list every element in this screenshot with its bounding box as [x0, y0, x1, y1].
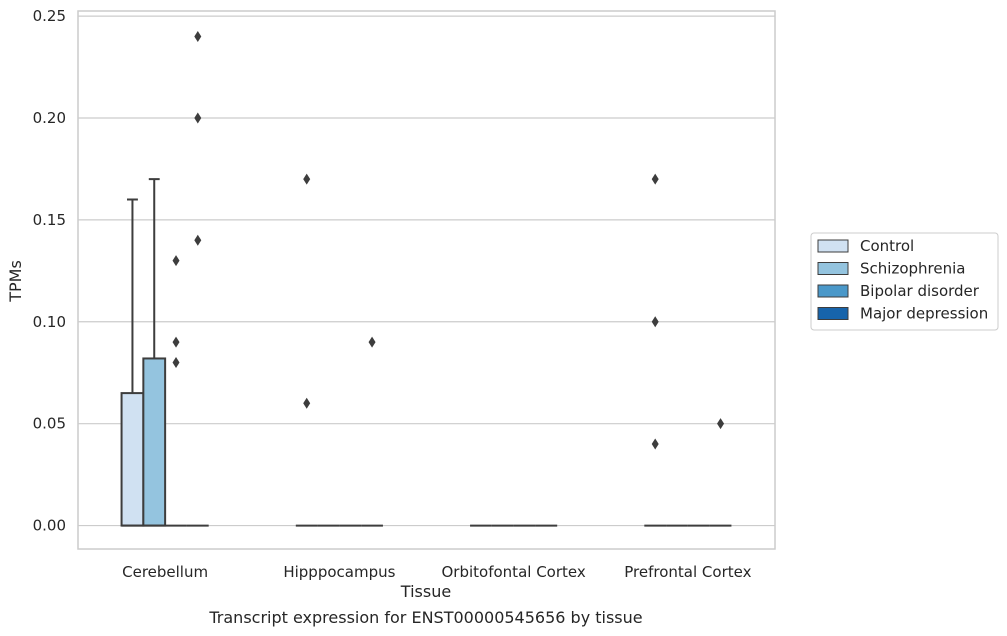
- box-control: [644, 173, 667, 527]
- outlier-point: [651, 173, 659, 185]
- y-axis-ticks: 0.00 0.05 0.10 0.15 0.20 0.25: [33, 7, 66, 534]
- box-major-depression: [186, 30, 209, 527]
- x-tick-label: Cerebellum: [122, 563, 208, 581]
- outlier-point: [172, 336, 180, 348]
- plot-frame: [77, 10, 776, 550]
- x-tick-label: Hipppocampus: [283, 563, 395, 581]
- box-major-depression: [709, 418, 732, 527]
- box-bipolar-disorder: [165, 255, 187, 527]
- box-control: [120, 198, 145, 527]
- y-tick-label: 0.05: [33, 415, 66, 433]
- y-tick-label: 0.00: [33, 517, 66, 535]
- outlier-point: [194, 234, 202, 246]
- box-schizophrenia: [142, 178, 167, 527]
- y-tick-label: 0.20: [33, 109, 66, 127]
- outlier-point: [368, 336, 376, 348]
- outlier-point: [717, 418, 725, 430]
- outlier-point: [303, 397, 311, 409]
- legend-label: Control: [860, 237, 914, 255]
- outlier-point: [651, 316, 659, 328]
- box-body: [120, 392, 145, 527]
- outlier-point: [651, 438, 659, 450]
- x-tick-label: Prefrontal Cortex: [624, 563, 751, 581]
- legend-label: Schizophrenia: [860, 260, 965, 278]
- legend-label: Major depression: [860, 305, 988, 323]
- outlier-point: [303, 173, 311, 185]
- box-major-depression: [361, 336, 383, 527]
- box-control: [295, 173, 318, 527]
- legend: Control Schizophrenia Bipolar disorder Majo…: [810, 232, 999, 331]
- outlier-point: [172, 357, 180, 369]
- x-axis-title: Tissue: [400, 582, 451, 601]
- y-axis-title: TPMs: [6, 260, 25, 303]
- legend-label: Bipolar disorder: [860, 282, 980, 300]
- outlier-point: [194, 30, 202, 42]
- legend-swatch: [817, 284, 849, 298]
- outlier-point: [194, 112, 202, 124]
- legend-swatch: [817, 307, 849, 320]
- chart-title: Transcript expression for ENST0000054565…: [208, 608, 642, 627]
- x-axis-ticks: Cerebellum Hipppocampus Orbitofontal Corte…: [122, 563, 751, 581]
- outlier-point: [172, 255, 180, 267]
- legend-frame: [810, 232, 999, 331]
- box-plots: [120, 30, 732, 527]
- y-tick-label: 0.15: [33, 211, 66, 229]
- box-body: [142, 357, 167, 527]
- y-tick-label: 0.10: [33, 313, 66, 331]
- x-tick-label: Orbitofontal Cortex: [442, 563, 586, 581]
- y-tick-label: 0.25: [33, 7, 66, 25]
- legend-swatch: [817, 239, 849, 253]
- legend-swatch: [817, 262, 849, 275]
